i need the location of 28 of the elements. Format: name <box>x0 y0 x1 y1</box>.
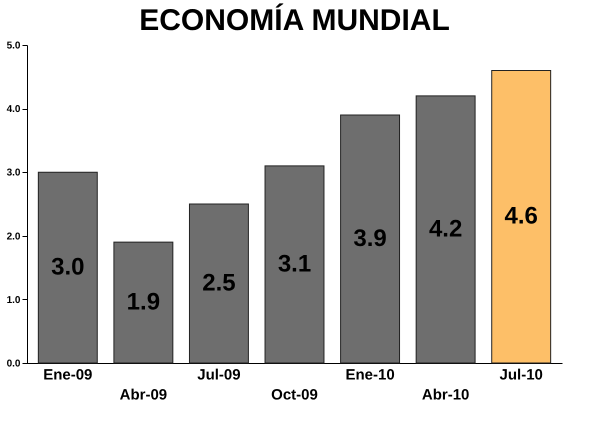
x-tick-label: Oct-09 <box>271 386 318 404</box>
y-tick-label: 0.0 <box>6 358 21 370</box>
x-tick-label: Jul-09 <box>197 366 241 384</box>
data-label: 4.2 <box>428 215 462 242</box>
x-tick-label: Abr-09 <box>120 386 168 404</box>
bar <box>188 204 249 364</box>
x-tick-label: Ene-09 <box>43 366 92 384</box>
y-tick-label: 3.0 <box>6 168 21 179</box>
y-tick-label: 5.0 <box>6 40 21 52</box>
bar <box>416 95 476 364</box>
y-tick-label: 2.0 <box>6 231 21 242</box>
x-tick-label: Ene-10 <box>345 366 395 384</box>
x-tick-label: Abr-10 <box>422 386 470 404</box>
y-tick-label: 1.0 <box>6 294 21 306</box>
bar <box>264 165 324 364</box>
chart-title: ECONOMÍA MUNDIAL <box>139 3 450 37</box>
bar <box>38 172 98 364</box>
bar <box>491 70 552 364</box>
bar <box>340 114 400 364</box>
x-tick-label: Jul-10 <box>500 366 543 384</box>
data-label: 3.0 <box>51 254 84 281</box>
bar <box>113 242 174 364</box>
data-label: 3.9 <box>353 224 387 252</box>
data-label: 4.6 <box>504 202 538 230</box>
data-label: 1.9 <box>126 288 160 316</box>
y-tick-label: 4.0 <box>6 104 21 116</box>
data-label: 2.5 <box>202 270 236 296</box>
data-label: 3.1 <box>278 250 312 278</box>
